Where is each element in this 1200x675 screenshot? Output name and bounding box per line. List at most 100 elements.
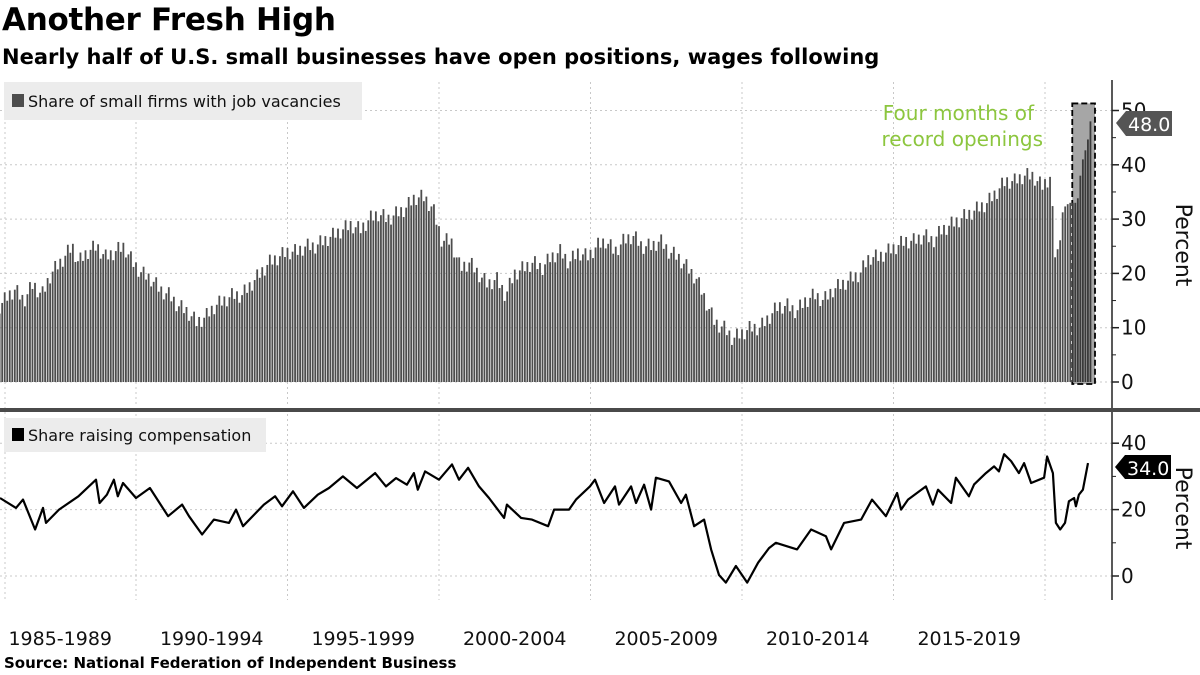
badge-bottom-bg xyxy=(1115,455,1171,479)
vacancy-bar xyxy=(597,237,599,382)
vacancy-bar xyxy=(993,190,996,382)
vacancy-bar xyxy=(359,233,362,382)
vacancy-bar xyxy=(362,222,365,382)
vacancy-bar xyxy=(29,282,31,382)
vacancy-bar xyxy=(965,218,968,382)
vacancy-bar xyxy=(64,255,67,382)
vacancy-bar xyxy=(486,287,488,382)
vacancy-bar xyxy=(392,215,395,382)
vacancy-bar xyxy=(973,210,976,382)
vacancy-bar xyxy=(180,300,183,382)
vacancy-bar xyxy=(130,251,132,382)
vacancy-bar xyxy=(1044,179,1046,382)
vacancy-bar xyxy=(385,221,387,382)
xtick-label: 1985-1989 xyxy=(8,628,112,650)
vacancy-bar xyxy=(213,314,216,382)
vacancy-bar xyxy=(89,249,92,382)
vacancy-bar xyxy=(178,306,180,382)
vacancy-bar xyxy=(8,290,11,382)
vacancy-bar xyxy=(549,262,551,382)
vacancy-bar xyxy=(796,310,799,382)
ytick-label-top: 0 xyxy=(1121,370,1134,394)
vacancy-bar xyxy=(1059,240,1062,382)
panel-divider xyxy=(0,408,1200,412)
vacancy-bar xyxy=(228,297,231,382)
vacancy-bar xyxy=(369,210,372,382)
vacancy-bar xyxy=(114,251,117,382)
vacancy-bar xyxy=(271,264,274,382)
vacancy-bar xyxy=(306,238,309,382)
vacancy-bar xyxy=(736,328,738,382)
vacancy-bar xyxy=(1028,179,1031,382)
vacancy-bar xyxy=(21,294,24,382)
vacancy-bar xyxy=(1003,186,1006,382)
vacancy-bar xyxy=(925,229,928,382)
vacancy-bar xyxy=(34,282,36,382)
vacancy-bar xyxy=(296,254,299,382)
vacancy-bar xyxy=(208,316,211,382)
vacancy-bar xyxy=(117,241,120,382)
vacancy-bar xyxy=(521,261,524,382)
legend-swatch-vacancies xyxy=(12,94,24,107)
ytick-label-bottom: 40 xyxy=(1121,431,1146,455)
ytick-label-bottom: 20 xyxy=(1121,498,1146,522)
vacancy-bar xyxy=(733,337,736,382)
vacancy-bar xyxy=(551,252,554,382)
vacancy-bar xyxy=(1064,206,1067,382)
vacancy-bar xyxy=(756,335,759,382)
legend-bottom-bg xyxy=(4,418,266,452)
vacancy-bar xyxy=(1071,202,1074,382)
vacancy-bar xyxy=(761,317,764,382)
vacancy-bar xyxy=(566,268,569,382)
vacancy-bar xyxy=(599,247,602,382)
vacancy-bar xyxy=(309,250,312,382)
vacancy-bar xyxy=(826,299,829,382)
vacancy-bar xyxy=(18,299,21,382)
vacancy-bar xyxy=(768,323,771,382)
vacancy-bar xyxy=(960,218,963,382)
vacancy-bar xyxy=(897,245,900,382)
vacancy-bar xyxy=(728,330,731,382)
vacancy-bar xyxy=(465,271,468,382)
vacancy-bar xyxy=(720,326,723,382)
vacancy-bar xyxy=(226,306,228,382)
chart-subtitle: Nearly half of U.S. small businesses hav… xyxy=(2,45,880,69)
vacancy-bar xyxy=(314,253,317,382)
vacancy-bar xyxy=(902,245,905,382)
vacancy-bar xyxy=(970,219,973,382)
vacancy-bar xyxy=(281,247,284,382)
vacancy-bar xyxy=(198,316,201,382)
vacancy-bar xyxy=(872,257,875,382)
vacancy-bar xyxy=(289,259,291,382)
vacancy-bar xyxy=(332,227,334,382)
xtick-label: 2005-2009 xyxy=(614,628,718,650)
vacancy-bar xyxy=(978,211,981,382)
vacancy-bar xyxy=(405,207,408,382)
vacancy-bar xyxy=(609,239,612,382)
vacancy-bar xyxy=(304,246,307,382)
vacancy-bar xyxy=(991,201,993,382)
vacancy-bar xyxy=(26,294,29,382)
vacancy-bar xyxy=(410,205,413,382)
vacancy-bar xyxy=(0,313,1,382)
xtick-label: 1995-1999 xyxy=(311,628,415,650)
vacancy-bar xyxy=(915,243,918,382)
vacancy-bar xyxy=(215,304,218,382)
vacancy-bar xyxy=(380,215,382,382)
ytick-label-bottom: 0 xyxy=(1121,564,1134,588)
vacancy-bar xyxy=(940,234,943,382)
ytick-label-top: 30 xyxy=(1121,207,1146,231)
vacancy-bar xyxy=(895,254,897,382)
vacancy-bar xyxy=(1036,181,1039,382)
vacancy-bar xyxy=(715,319,718,382)
vacancy-bar xyxy=(781,313,784,382)
vacancy-bar xyxy=(839,288,842,382)
vacancy-bar xyxy=(773,302,776,382)
vacancy-bar xyxy=(256,269,259,382)
vacancy-bar xyxy=(1016,183,1019,382)
vacancy-bar xyxy=(372,220,375,382)
vacancy-bar xyxy=(571,250,574,382)
vacancy-bar xyxy=(352,233,355,382)
vacancy-bar xyxy=(357,221,360,382)
vacancy-bar xyxy=(672,246,675,382)
